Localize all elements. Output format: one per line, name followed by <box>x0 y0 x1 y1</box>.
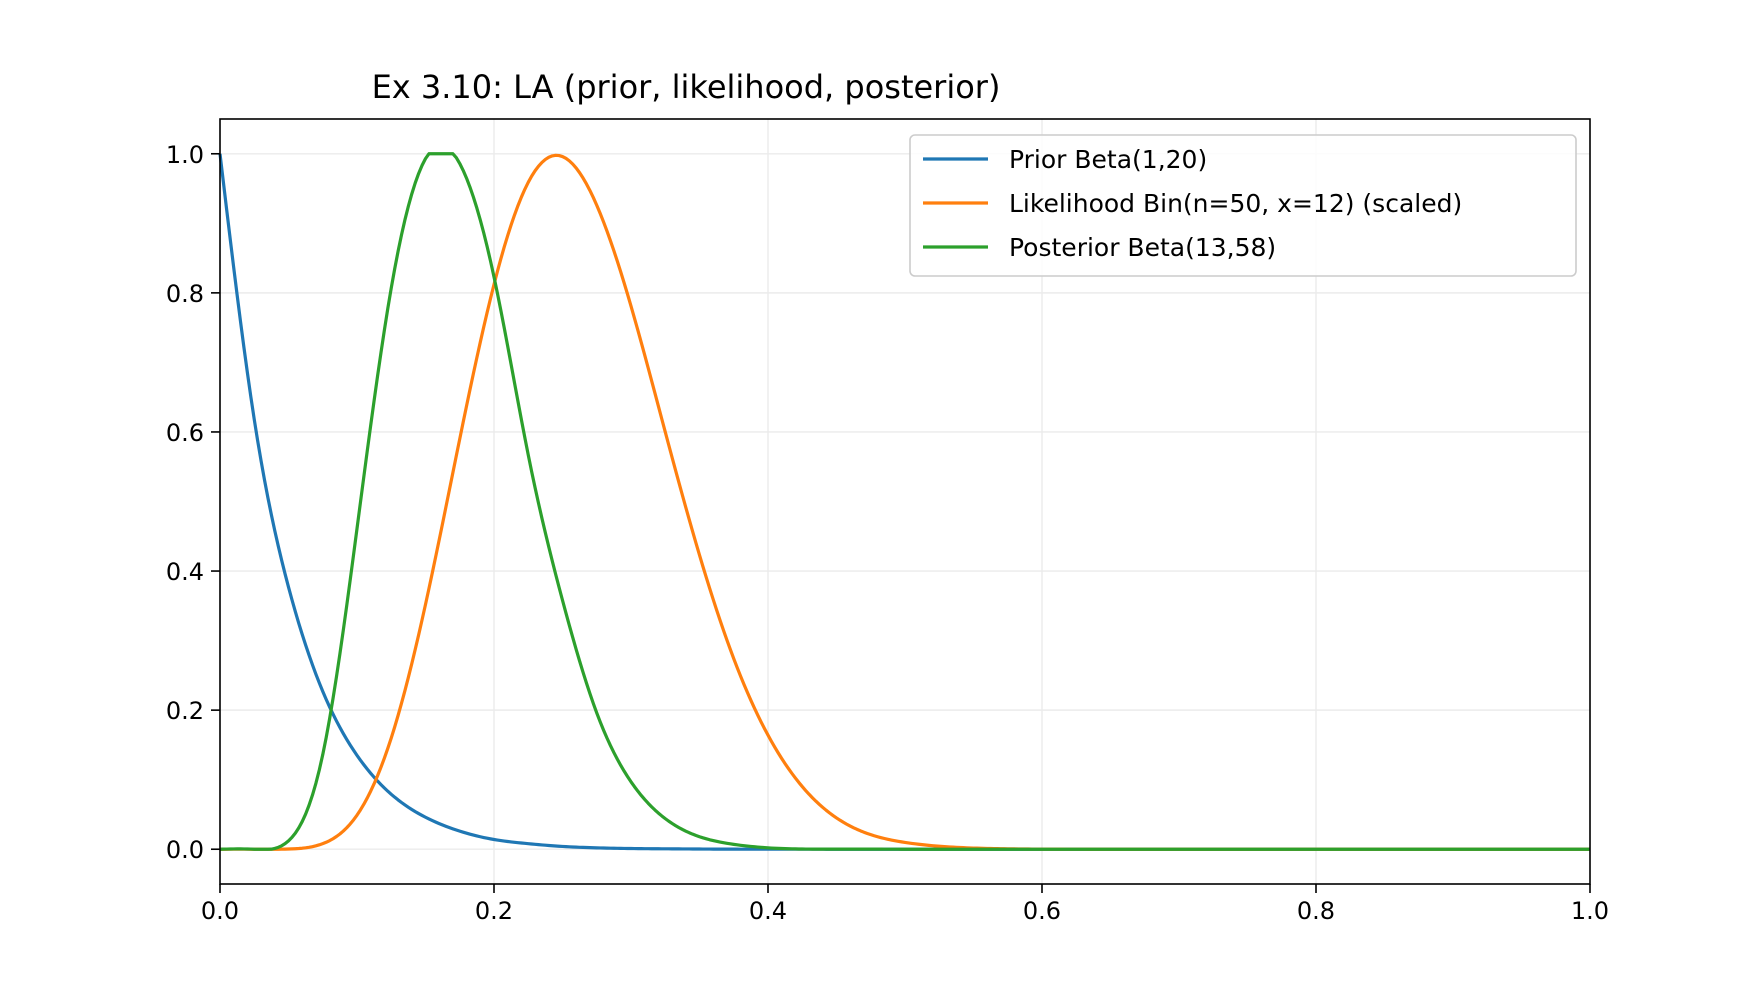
x-tick-label: 0.4 <box>749 897 787 925</box>
y-tick-label: 0.8 <box>166 280 204 308</box>
series-lines <box>218 152 1590 851</box>
legend-frame <box>909 134 1577 277</box>
legend-label-likelihood: Likelihood Bin(n=50, x=12) (scaled) <box>1009 189 1462 218</box>
chart-title: Ex 3.10: LA (prior, likelihood, posterio… <box>372 68 1001 106</box>
legend-label-prior: Prior Beta(1,20) <box>1009 145 1207 174</box>
x-tick-label: 0.2 <box>475 897 513 925</box>
x-tick-label: 1.0 <box>1571 897 1609 925</box>
y-axis: 0.0 0.2 0.4 0.6 0.8 1.0 <box>166 141 220 864</box>
legend-label-posterior: Posterior Beta(13,58) <box>1009 233 1276 262</box>
x-tick-label: 0.8 <box>1297 897 1335 925</box>
y-tick-label: 0.0 <box>166 836 204 864</box>
legend: Prior Beta(1,20) Likelihood Bin(n=50, x=1… <box>909 134 1577 277</box>
y-tick-label: 0.6 <box>166 419 204 447</box>
plot-frame <box>219 118 1591 885</box>
x-tick-label: 0.6 <box>1023 897 1061 925</box>
y-tick-label: 0.4 <box>166 558 204 586</box>
posterior-series-line <box>219 152 1590 851</box>
x-tick-label: 0.0 <box>201 897 239 925</box>
y-tick-label: 0.2 <box>166 697 204 725</box>
x-axis: 0.0 0.2 0.4 0.6 0.8 1.0 <box>201 884 1609 925</box>
y-tick-label: 1.0 <box>166 141 204 169</box>
